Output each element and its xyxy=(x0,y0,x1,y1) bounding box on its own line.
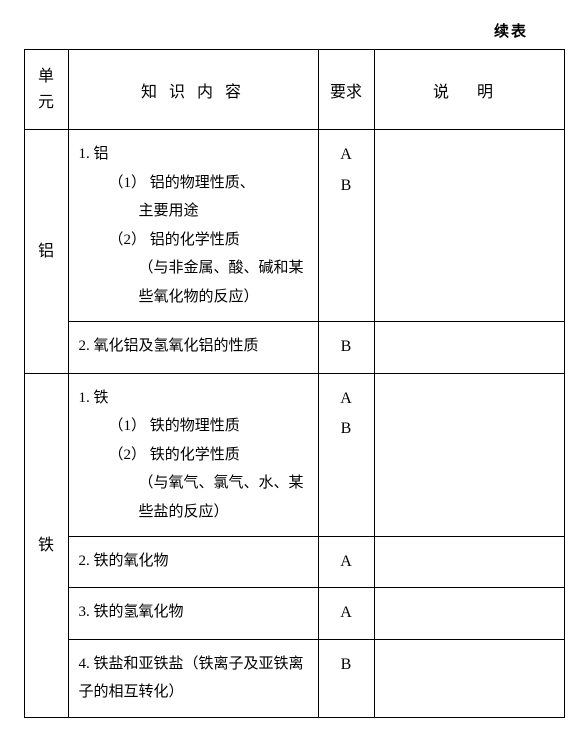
content-inner: 主要用途 xyxy=(79,197,310,226)
header-req: 要求 xyxy=(318,50,374,130)
header-note: 说 明 xyxy=(374,50,564,130)
unit-cell-al: 铝 xyxy=(24,130,68,373)
content-sub: （1） 铝的物理性质、 xyxy=(79,169,310,198)
req-line: B xyxy=(323,332,370,362)
content-sub: （1） 铁的物理性质 xyxy=(79,412,310,441)
content-inner: （与氧气、氯气、水、某些盐的反应） xyxy=(79,469,310,526)
content-cell: 3. 铁的氢氧化物 xyxy=(68,588,318,639)
content-cell: 4. 铁盐和亚铁盐（铁离子及亚铁离子的相互转化） xyxy=(68,639,318,717)
req-cell: B xyxy=(318,322,374,373)
req-line: A xyxy=(323,384,370,414)
table-caption: 续表 xyxy=(20,20,528,41)
note-cell xyxy=(374,537,564,588)
table-row: 铁 1. 铁 （1） 铁的物理性质 （2） 铁的化学性质 （与氧气、氯气、水、某… xyxy=(24,373,564,537)
table-row: 4. 铁盐和亚铁盐（铁离子及亚铁离子的相互转化） B xyxy=(24,639,564,717)
req-cell: A B xyxy=(318,373,374,537)
header-unit-2: 元 xyxy=(38,94,54,111)
req-cell: B xyxy=(318,639,374,717)
content-sub: （2） 铝的化学性质 xyxy=(79,226,310,255)
unit-cell-fe: 铁 xyxy=(24,373,68,717)
req-line: B xyxy=(323,171,370,201)
content-num: 1. 铁 xyxy=(79,384,310,413)
req-cell: A xyxy=(318,537,374,588)
note-cell xyxy=(374,322,564,373)
req-line: A xyxy=(323,598,370,628)
syllabus-table: 单 元 知 识 内 容 要求 说 明 铝 1. 铝 （1） 铝的物理性质、 主要… xyxy=(24,49,565,718)
req-line: A xyxy=(323,140,370,170)
header-unit: 单 元 xyxy=(24,50,68,130)
content-num: 1. 铝 xyxy=(79,140,310,169)
req-cell: A B xyxy=(318,130,374,322)
header-unit-1: 单 xyxy=(38,68,54,85)
content-num: 2. 氧化铝及氢氧化铝的性质 xyxy=(79,332,310,361)
req-line: A xyxy=(323,547,370,577)
content-sub: （2） 铁的化学性质 xyxy=(79,441,310,470)
content-inner: （与非金属、酸、碱和某些氧化物的反应） xyxy=(79,254,310,311)
req-line: B xyxy=(323,650,370,680)
header-content: 知 识 内 容 xyxy=(68,50,318,130)
content-cell: 2. 氧化铝及氢氧化铝的性质 xyxy=(68,322,318,373)
table-row: 铝 1. 铝 （1） 铝的物理性质、 主要用途 （2） 铝的化学性质 （与非金属… xyxy=(24,130,564,322)
table-row: 2. 氧化铝及氢氧化铝的性质 B xyxy=(24,322,564,373)
note-cell xyxy=(374,639,564,717)
content-num: 3. 铁的氢氧化物 xyxy=(79,598,310,627)
content-cell: 1. 铝 （1） 铝的物理性质、 主要用途 （2） 铝的化学性质 （与非金属、酸… xyxy=(68,130,318,322)
req-cell: A xyxy=(318,588,374,639)
req-line: B xyxy=(323,414,370,444)
content-num: 2. 铁的氧化物 xyxy=(79,547,310,576)
content-cell: 2. 铁的氧化物 xyxy=(68,537,318,588)
table-row: 2. 铁的氧化物 A xyxy=(24,537,564,588)
note-cell xyxy=(374,588,564,639)
header-row: 单 元 知 识 内 容 要求 说 明 xyxy=(24,50,564,130)
note-cell xyxy=(374,130,564,322)
note-cell xyxy=(374,373,564,537)
content-num: 4. 铁盐和亚铁盐（铁离子及亚铁离子的相互转化） xyxy=(79,650,310,707)
content-cell: 1. 铁 （1） 铁的物理性质 （2） 铁的化学性质 （与氧气、氯气、水、某些盐… xyxy=(68,373,318,537)
table-row: 3. 铁的氢氧化物 A xyxy=(24,588,564,639)
